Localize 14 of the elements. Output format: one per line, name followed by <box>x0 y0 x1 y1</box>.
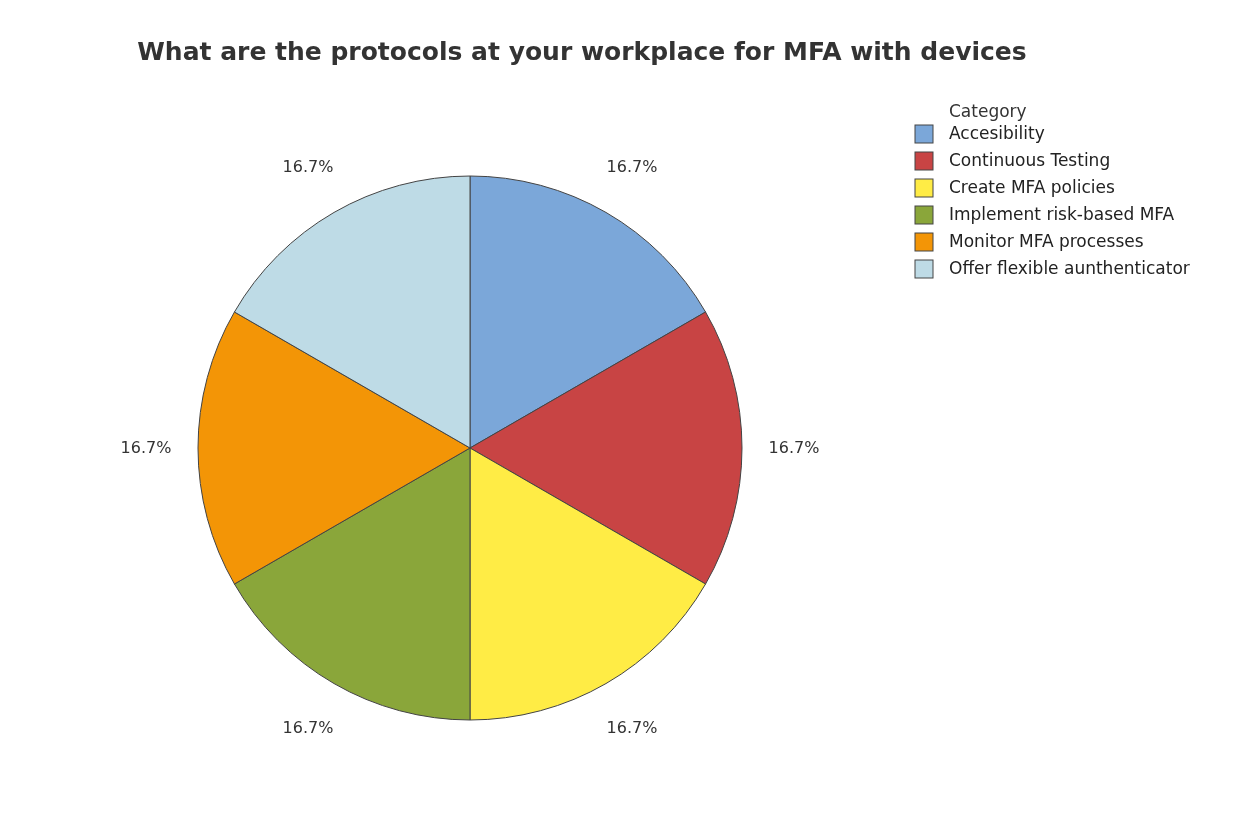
data-label: 16.7% <box>120 437 172 457</box>
legend-label: Monitor MFA processes <box>949 231 1144 251</box>
legend-label: Accesibility <box>949 123 1045 143</box>
data-label: 16.7% <box>606 718 658 738</box>
data-label: 16.7% <box>282 718 334 738</box>
data-label: 16.7% <box>282 156 334 176</box>
data-label: 16.7% <box>768 437 820 457</box>
legend-label: Continuous Testing <box>949 150 1111 170</box>
data-label: 16.7% <box>606 156 658 176</box>
legend-label: Implement risk-based MFA <box>949 204 1175 224</box>
legend-label: Offer flexible aunthenticator <box>949 258 1190 278</box>
chart-title: What are the protocols at your workplace for MFA with devices <box>137 37 1027 66</box>
legend-title: Category <box>949 101 1027 121</box>
legend-label: Create MFA policies <box>949 177 1115 197</box>
